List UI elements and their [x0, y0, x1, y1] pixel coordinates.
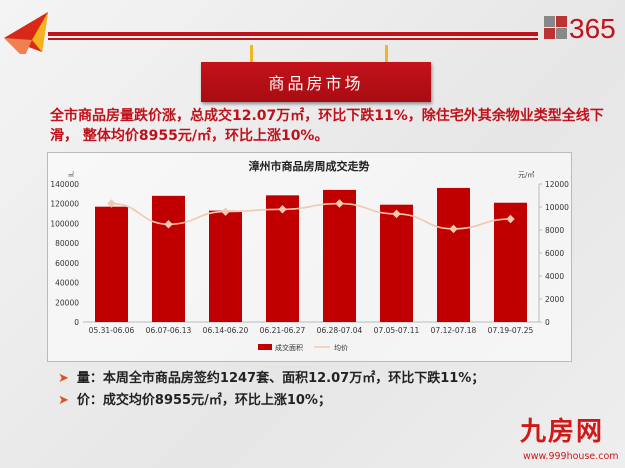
x-tick-label: 07.05-07.11 — [374, 326, 420, 335]
y2-tick-label: 2000 — [545, 295, 564, 304]
chart-title: 漳州市商品房周成交走势 — [249, 159, 370, 173]
arrow-bullet-icon: ➤ — [58, 371, 69, 386]
hook-icon — [385, 45, 388, 71]
legend-bar-swatch — [258, 344, 272, 350]
y-tick-label: 20000 — [55, 298, 79, 307]
x-tick-label: 07.19-07.25 — [488, 326, 534, 335]
y2-tick-label: 6000 — [545, 249, 564, 258]
x-tick-label: 07.12-07.18 — [431, 326, 477, 335]
y-tick-label: 100000 — [50, 219, 79, 228]
y-tick-label: 120000 — [50, 200, 79, 209]
bar — [437, 187, 470, 322]
summary-text: 全市商品房量跌价涨，总成交12.07万㎡，环比下跌11%，除住宅外其余物业类型全… — [50, 108, 604, 144]
brand-logo: 365 — [542, 8, 622, 44]
x-tick-label: 06.07-06.13 — [146, 326, 192, 335]
bar — [209, 210, 242, 322]
y-tick-label: 80000 — [55, 239, 79, 248]
legend-line-label: 均价 — [334, 343, 348, 352]
y2-tick-label: 10000 — [545, 203, 569, 212]
bullet-text: 量：本周全市商品房签约1247套、面积12.07万㎡，环比下跌11%； — [76, 371, 485, 386]
legend-bar-label: 成交面积 — [275, 343, 303, 352]
price-point — [164, 220, 173, 229]
bar — [323, 189, 356, 322]
price-point — [278, 205, 287, 214]
arrow-logo — [2, 6, 50, 58]
bar — [266, 195, 299, 322]
footer-logo: 九房网 — [520, 417, 605, 447]
y2-tick-label: 8000 — [545, 226, 564, 235]
hook-icon — [250, 45, 253, 71]
header-rope-thin — [48, 38, 538, 40]
price-point — [335, 199, 344, 208]
svg-text:365: 365 — [569, 13, 616, 42]
y-tick-label: 140000 — [50, 180, 79, 189]
y-axis-unit: ㎡ — [68, 171, 74, 179]
bullet-price: ➤ 价：成交均价8955元/㎡，环比上涨10%； — [58, 393, 331, 409]
price-point — [107, 199, 116, 208]
bullet-text: 价：成交均价8955元/㎡，环比上涨10%； — [76, 393, 331, 408]
y2-tick-label: 4000 — [545, 272, 564, 281]
bar — [380, 204, 413, 322]
arrow-bullet-icon: ➤ — [58, 393, 69, 408]
bullet-volume: ➤ 量：本周全市商品房签约1247套、面积12.07万㎡，环比下跌11%； — [58, 371, 484, 387]
price-point — [449, 224, 458, 234]
section-banner: 商品房市场 — [201, 62, 431, 102]
x-tick-label: 06.21-06.27 — [260, 326, 306, 335]
price-point — [221, 207, 230, 216]
y2-tick-label: 0 — [545, 318, 550, 327]
y-tick-label: 60000 — [55, 259, 79, 268]
x-tick-label: 05.31-06.06 — [89, 326, 135, 335]
header-rope — [48, 32, 538, 36]
price-point — [392, 209, 401, 219]
y2-axis-unit: 元/㎡ — [518, 171, 534, 179]
y-tick-label: 40000 — [55, 279, 79, 288]
price-line — [111, 202, 511, 230]
bar — [95, 206, 128, 322]
x-tick-label: 06.14-06.20 — [203, 326, 249, 335]
y2-tick-label: 12000 — [545, 180, 569, 189]
bar — [152, 195, 185, 322]
y-tick-label: 0 — [74, 318, 79, 327]
x-tick-label: 06.28-07.04 — [317, 326, 363, 335]
footer-url: www.999house.com — [523, 451, 619, 462]
